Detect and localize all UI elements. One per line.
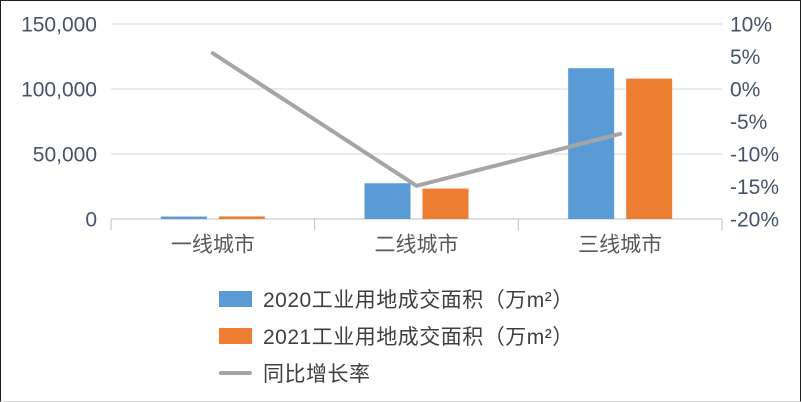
left-axis-tick-label: 50,000 xyxy=(33,143,97,166)
bar-2020 xyxy=(364,183,411,219)
growth-rate-line xyxy=(210,51,623,188)
legend-swatch-growth-line-icon xyxy=(219,370,252,375)
right-axis-tick-label: -5% xyxy=(730,111,767,134)
left-axis-tick-label: 150,000 xyxy=(21,13,97,36)
right-axis-tick-label: -10% xyxy=(730,143,779,166)
right-axis-tick-label: 5% xyxy=(730,46,760,69)
category-label: 一线城市 xyxy=(171,233,255,256)
left-axis-tick-label: 100,000 xyxy=(21,78,97,101)
right-axis-tick-label: -15% xyxy=(730,176,779,199)
legend-item-growth[interactable]: 同比增长率 xyxy=(219,354,574,391)
legend-item-2020[interactable]: 2020工业用地成交面积（万m²） xyxy=(219,280,574,317)
bar-2021 xyxy=(422,188,469,219)
right-axis-tick-label: -20% xyxy=(730,208,779,231)
left-axis-tick-label: 0 xyxy=(85,208,97,231)
bar-2020 xyxy=(160,216,207,219)
category-label: 二线城市 xyxy=(375,233,459,256)
right-axis-tick-label: 10% xyxy=(730,13,772,36)
legend-swatch-2020-bar-icon xyxy=(219,290,252,307)
bar-2021 xyxy=(626,78,673,219)
legend-label-2021: 2021工业用地成交面积（万m²） xyxy=(263,325,574,349)
legend-label-2020: 2020工业用地成交面积（万m²） xyxy=(263,288,574,312)
legend-swatch-2021-bar-icon xyxy=(219,327,252,344)
legend-label-growth: 同比增长率 xyxy=(263,362,371,386)
bar-2021 xyxy=(218,216,265,219)
legend-item-2021[interactable]: 2021工业用地成交面积（万m²） xyxy=(219,317,574,354)
chart-legend: 2020工业用地成交面积（万m²） 2021工业用地成交面积（万m²） 同比增长… xyxy=(219,280,574,391)
right-axis-tick-label: 0% xyxy=(730,78,760,101)
category-label: 三线城市 xyxy=(578,233,662,256)
